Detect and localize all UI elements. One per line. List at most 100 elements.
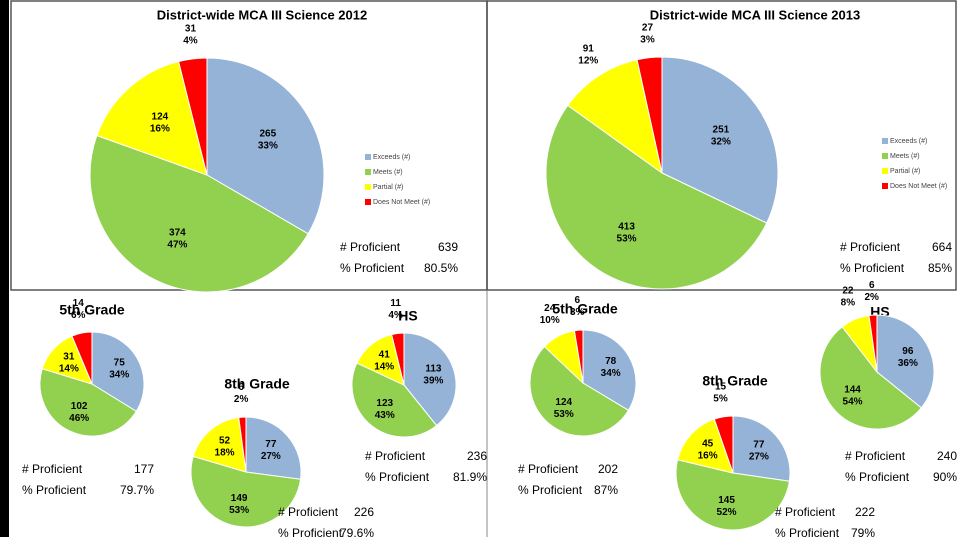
pie-slice bbox=[868, 314, 878, 373]
slice-count: 6 bbox=[238, 382, 244, 393]
stat-value: 81.9% bbox=[453, 470, 487, 484]
pie-slice bbox=[545, 104, 768, 290]
slice-count: 22 bbox=[842, 286, 854, 297]
slice-count: 265 bbox=[259, 129, 276, 140]
stat-label: % Proficient bbox=[845, 470, 910, 484]
slice-percent: 5% bbox=[713, 394, 728, 405]
pie-slice bbox=[676, 418, 734, 474]
slice-percent: 27% bbox=[261, 451, 281, 462]
legend-label: Partial (#) bbox=[373, 184, 403, 191]
slice-count: 149 bbox=[231, 493, 248, 504]
pie-slice bbox=[732, 415, 791, 482]
stat-label: # Proficient bbox=[340, 240, 401, 254]
slice-percent: 53% bbox=[554, 409, 574, 420]
chart-title: 8th Grade bbox=[224, 376, 290, 392]
slice-count: 96 bbox=[902, 346, 914, 357]
pie-slice bbox=[529, 345, 630, 437]
pie-slice bbox=[567, 59, 663, 175]
slice-count: 251 bbox=[713, 125, 730, 136]
pie-slice bbox=[89, 134, 309, 293]
slice-percent: 32% bbox=[711, 137, 731, 148]
slice-count: 45 bbox=[702, 439, 714, 450]
stat-value: 639 bbox=[438, 240, 458, 254]
chart-title: 5th Grade bbox=[59, 302, 125, 318]
slice-count: 123 bbox=[376, 398, 393, 409]
slice-percent: 10% bbox=[540, 315, 560, 326]
slice-percent: 16% bbox=[150, 124, 170, 135]
slice-count: 27 bbox=[642, 22, 654, 33]
stat-label: % Proficient bbox=[365, 470, 430, 484]
pie-slice bbox=[71, 331, 93, 385]
stat-label: % Proficient bbox=[840, 261, 905, 275]
legend-swatch bbox=[882, 168, 888, 174]
chart-title: HS bbox=[398, 308, 417, 324]
stat-label: # Proficient bbox=[278, 505, 339, 519]
slice-percent: 4% bbox=[183, 36, 198, 47]
pie-slice bbox=[876, 314, 935, 409]
stat-value: 664 bbox=[932, 240, 952, 254]
stat-label: # Proficient bbox=[775, 505, 836, 519]
slice-count: 77 bbox=[753, 439, 765, 450]
slice-percent: 43% bbox=[375, 410, 395, 421]
stat-label: % Proficient bbox=[278, 526, 343, 537]
legend-label: Meets (#) bbox=[890, 153, 920, 160]
pie-slice bbox=[238, 416, 247, 473]
slice-percent: 53% bbox=[229, 505, 249, 516]
stat-label: # Proficient bbox=[840, 240, 901, 254]
pie-slice bbox=[661, 56, 779, 224]
chart-title: District-wide MCA III Science 2013 bbox=[650, 7, 860, 22]
slice-count: 15 bbox=[715, 382, 727, 393]
slice-percent: 14% bbox=[374, 362, 394, 373]
slice-percent: 27% bbox=[749, 451, 769, 462]
legend-swatch bbox=[365, 154, 371, 160]
slice-percent: 12% bbox=[578, 56, 598, 67]
slice-count: 75 bbox=[114, 357, 126, 368]
legend-label: Partial (#) bbox=[890, 168, 920, 175]
legend-swatch bbox=[365, 169, 371, 175]
slice-count: 102 bbox=[71, 401, 88, 412]
stat-value: 90% bbox=[933, 470, 957, 484]
slice-count: 6 bbox=[574, 295, 580, 306]
pie-slice bbox=[403, 332, 457, 427]
slice-count: 14 bbox=[73, 298, 85, 309]
chart-title: 5th Grade bbox=[552, 301, 618, 317]
slice-count: 91 bbox=[583, 44, 595, 55]
slice-percent: 33% bbox=[258, 141, 278, 152]
legend-label: Exceeds (#) bbox=[890, 138, 927, 145]
pie-slice bbox=[391, 332, 405, 386]
pie-slice bbox=[190, 455, 302, 528]
stat-label: # Proficient bbox=[365, 449, 426, 463]
pie-slice bbox=[573, 329, 584, 384]
stat-value: 79.7% bbox=[120, 483, 154, 497]
legend-label: Does Not Meet (#) bbox=[890, 183, 947, 190]
slice-count: 31 bbox=[63, 352, 75, 363]
pie-slice bbox=[192, 416, 247, 473]
slice-count: 52 bbox=[219, 436, 231, 447]
stat-value: 87% bbox=[594, 483, 618, 497]
legend-label: Meets (#) bbox=[373, 169, 403, 176]
slice-count: 124 bbox=[152, 112, 169, 123]
legend-swatch bbox=[365, 184, 371, 190]
slice-percent: 6% bbox=[71, 310, 86, 321]
stat-value: 240 bbox=[937, 449, 957, 463]
slice-percent: 14% bbox=[59, 364, 79, 375]
pie-slice bbox=[636, 56, 663, 174]
chart-title: District-wide MCA III Science 2012 bbox=[157, 7, 367, 22]
slice-percent: 8% bbox=[841, 298, 856, 309]
slice-count: 124 bbox=[555, 397, 572, 408]
pie-slice bbox=[351, 362, 438, 438]
stat-label: % Proficient bbox=[518, 483, 583, 497]
slice-count: 144 bbox=[844, 385, 861, 396]
slice-percent: 53% bbox=[617, 234, 637, 245]
slice-count: 24 bbox=[544, 303, 556, 314]
slice-percent: 3% bbox=[570, 307, 585, 318]
legend-label: Exceeds (#) bbox=[373, 154, 410, 161]
slice-count: 113 bbox=[425, 363, 442, 374]
slice-percent: 34% bbox=[601, 368, 621, 379]
slice-count: 145 bbox=[718, 495, 735, 506]
pie-slice bbox=[582, 329, 637, 412]
slice-percent: 52% bbox=[717, 507, 737, 518]
stat-value: 79% bbox=[851, 526, 875, 537]
stat-label: % Proficient bbox=[22, 483, 87, 497]
stat-label: # Proficient bbox=[518, 462, 579, 476]
